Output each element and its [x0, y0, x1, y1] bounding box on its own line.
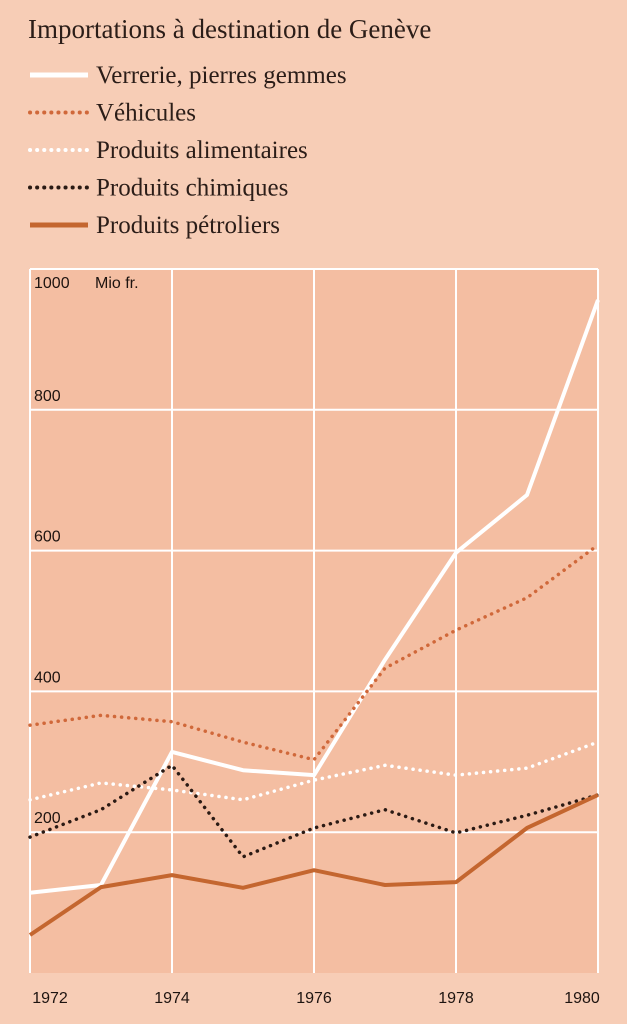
legend-label: Verrerie, pierres gemmes — [96, 62, 347, 89]
legend-label: Véhicules — [96, 100, 196, 127]
y-tick-label: 200 — [34, 810, 61, 827]
legend: Verrerie, pierres gemmes Véhicules Produit… — [28, 62, 347, 239]
legend-label: Produits pétroliers — [96, 212, 280, 239]
x-tick-label: 1980 — [564, 990, 600, 1007]
legend-label: Produits chimiques — [96, 175, 288, 202]
series-line — [29, 299, 600, 895]
series-line — [28, 793, 599, 937]
labels: 200 400 600 800 1000 Mio fr. 1972 1974 1976 1978 1… — [32, 275, 600, 1007]
lines — [28, 299, 600, 937]
series-line — [28, 543, 600, 762]
y-tick-label: 1000 — [34, 275, 70, 292]
x-tick-label: 1972 — [32, 990, 68, 1007]
y-tick-label: 800 — [34, 388, 61, 405]
grid — [29, 268, 599, 973]
x-tick-label: 1976 — [296, 990, 332, 1007]
y-tick-label: 400 — [34, 669, 61, 686]
y-unit-label: Mio fr. — [95, 275, 139, 292]
chart-title: Importations à destination de Genève — [28, 14, 431, 44]
series-line — [28, 740, 600, 802]
x-tick-label: 1978 — [438, 990, 474, 1007]
legend-label: Produits alimentaires — [96, 137, 308, 164]
x-tick-label: 1974 — [154, 990, 190, 1007]
y-tick-label: 600 — [34, 529, 61, 546]
